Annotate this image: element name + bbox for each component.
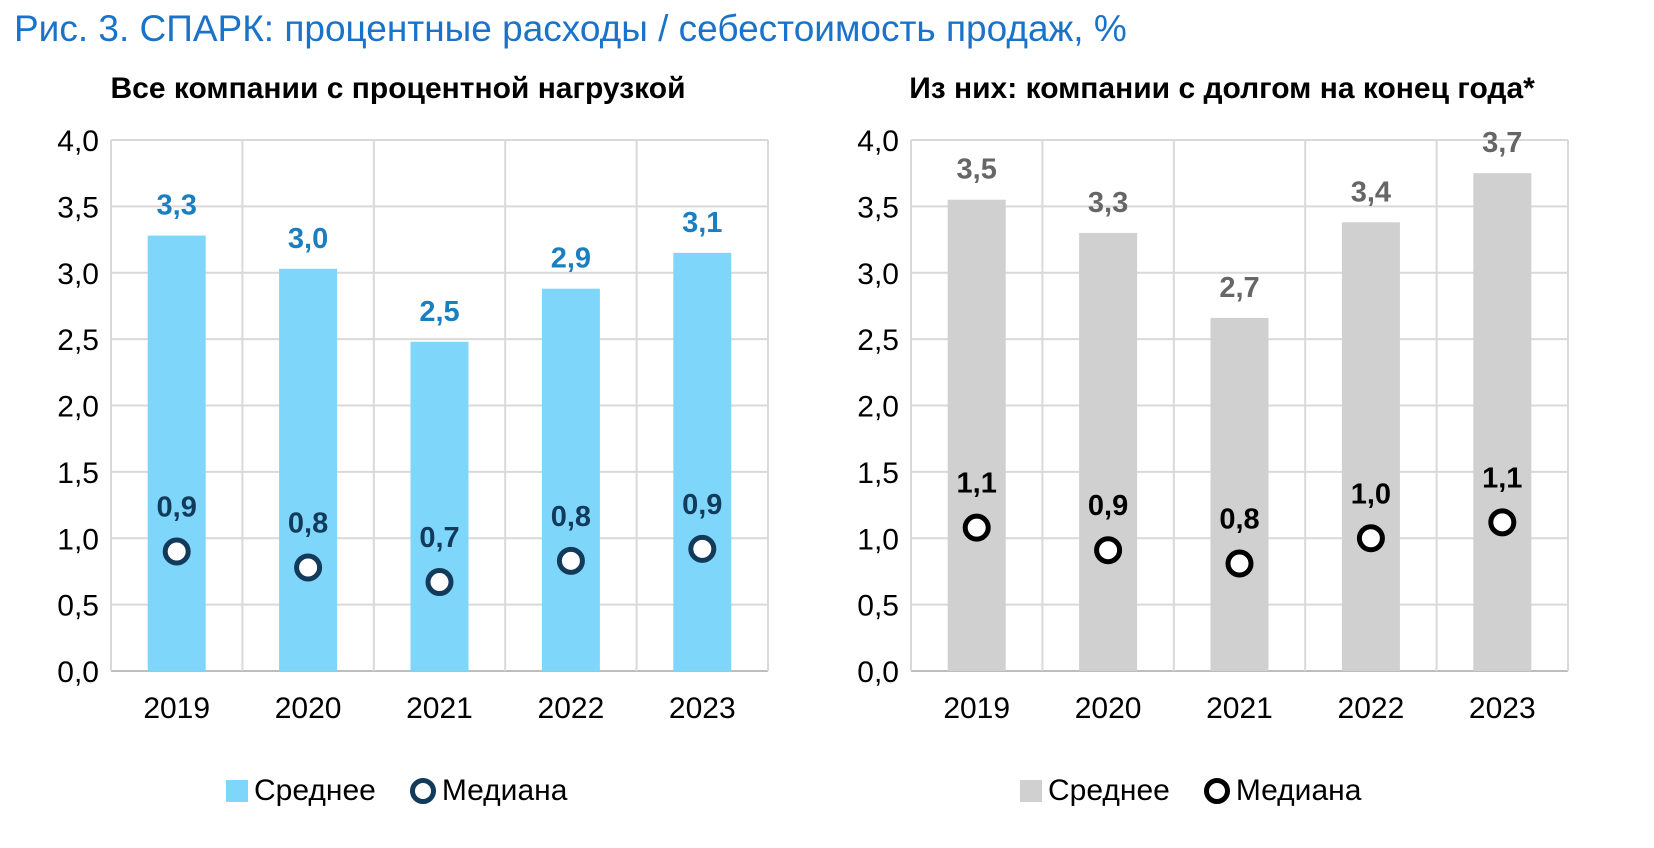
x-tick-label: 2019 <box>943 692 1010 725</box>
legend-label-median: Медиана <box>441 774 568 807</box>
y-tick-label: 1,5 <box>57 457 99 490</box>
bar <box>1473 173 1532 671</box>
legend: Среднее Медиана <box>1020 774 1361 808</box>
y-tick-label: 3,0 <box>857 258 899 291</box>
median-data-label: 1,1 <box>1482 462 1522 494</box>
y-tick-label: 4,0 <box>857 125 899 158</box>
y-tick-label: 3,0 <box>57 258 99 291</box>
legend-item-median: Медиана <box>1203 774 1362 808</box>
y-tick-label: 2,5 <box>57 324 99 357</box>
bar <box>1079 232 1138 672</box>
legend-bar-swatch <box>1020 780 1042 802</box>
x-tick-label: 2023 <box>1469 692 1536 725</box>
legend: Среднее Медиана <box>226 774 567 808</box>
median-marker <box>1094 536 1123 565</box>
x-tick-label: 2021 <box>1206 692 1273 725</box>
median-data-label: 0,9 <box>682 489 722 521</box>
median-marker <box>294 553 323 582</box>
x-tick-label: 2023 <box>669 692 736 725</box>
figure-title: Рис. 3. СПАРК: процентные расходы / себе… <box>14 8 1127 49</box>
bar <box>947 199 1006 672</box>
x-tick-label: 2019 <box>143 692 210 725</box>
legend-bar-swatch <box>226 780 248 802</box>
median-data-label: 0,9 <box>157 492 197 524</box>
bar-data-label: 3,4 <box>1351 176 1391 208</box>
y-tick-label: 0,5 <box>57 590 99 623</box>
x-tick-label: 2022 <box>1338 692 1405 725</box>
bar <box>541 288 600 671</box>
chart-panel-companies-with-debt: Из них: компании с долгом на конец года*… <box>830 62 1654 848</box>
bar-data-label: 2,5 <box>419 296 459 328</box>
median-data-label: 0,9 <box>1088 490 1128 522</box>
bar <box>1210 317 1269 671</box>
bar-data-label: 2,9 <box>551 243 591 275</box>
legend-item-median: Медиана <box>409 774 568 808</box>
chart-title: Из них: компании с долгом на конец года* <box>909 72 1535 105</box>
y-tick-label: 1,0 <box>857 523 899 556</box>
y-tick-label: 4,0 <box>57 125 99 158</box>
bar-data-label: 3,3 <box>1088 187 1128 219</box>
y-tick-label: 1,5 <box>857 457 899 490</box>
bar-data-label: 2,7 <box>1219 272 1259 304</box>
bar-data-label: 3,5 <box>957 154 997 186</box>
y-tick-label: 2,5 <box>857 324 899 357</box>
x-tick-label: 2022 <box>538 692 605 725</box>
legend-item-mean: Среднее <box>226 774 376 808</box>
bar <box>673 252 732 671</box>
y-tick-label: 0,5 <box>857 590 899 623</box>
bar-chart-all-companies: 0,0 0,5 1,0 1,5 2,0 2,5 3,0 3,5 4,0 3,3 0,9 2019 3,0… <box>57 125 769 725</box>
median-marker <box>688 534 717 563</box>
median-marker <box>162 537 191 566</box>
y-tick-label: 3,5 <box>857 191 899 224</box>
x-tick-label: 2020 <box>1075 692 1142 725</box>
bar-data-label: 3,3 <box>157 190 197 222</box>
y-tick-label: 2,0 <box>857 391 899 424</box>
y-tick-label: 0,0 <box>857 656 899 689</box>
median-data-label: 1,1 <box>957 468 997 500</box>
median-marker <box>1225 549 1254 578</box>
legend-label-mean: Среднее <box>254 774 376 807</box>
legend-circle-swatch <box>409 778 436 804</box>
y-tick-label: 3,5 <box>57 191 99 224</box>
median-data-label: 0,8 <box>551 501 591 533</box>
bar-data-label: 3,1 <box>682 207 722 239</box>
median-data-label: 0,8 <box>288 507 328 539</box>
bar <box>147 235 206 671</box>
bar <box>410 341 469 671</box>
legend-circle-swatch <box>1203 778 1230 804</box>
chart-panel-all-companies: Все компании с процентной нагрузкой 0,0 0… <box>0 62 820 848</box>
legend-label-median: Медиана <box>1235 774 1362 807</box>
y-tick-label: 2,0 <box>57 391 99 424</box>
median-marker <box>1488 508 1517 537</box>
bar <box>279 268 338 671</box>
bar-chart-companies-with-debt: 0,0 0,5 1,0 1,5 2,0 2,5 3,0 3,5 4,0 3,5 1,1 2019 3,3… <box>857 125 1569 725</box>
x-tick-label: 2021 <box>406 692 473 725</box>
y-tick-label: 1,0 <box>57 523 99 556</box>
median-data-label: 0,7 <box>419 522 459 554</box>
legend-item-mean: Среднее <box>1020 774 1170 808</box>
median-data-label: 0,8 <box>1219 503 1259 535</box>
x-tick-label: 2020 <box>275 692 342 725</box>
y-tick-label: 0,0 <box>57 656 99 689</box>
median-data-label: 1,0 <box>1351 478 1391 510</box>
median-marker <box>425 568 454 597</box>
median-marker <box>1356 524 1385 553</box>
legend-label-mean: Среднее <box>1048 774 1170 807</box>
chart-title: Все компании с процентной нагрузкой <box>110 72 686 105</box>
median-marker <box>556 546 585 575</box>
bar <box>1341 222 1400 671</box>
bar-data-label: 3,7 <box>1482 127 1522 159</box>
median-marker <box>962 513 991 542</box>
bar-data-label: 3,0 <box>288 223 328 255</box>
